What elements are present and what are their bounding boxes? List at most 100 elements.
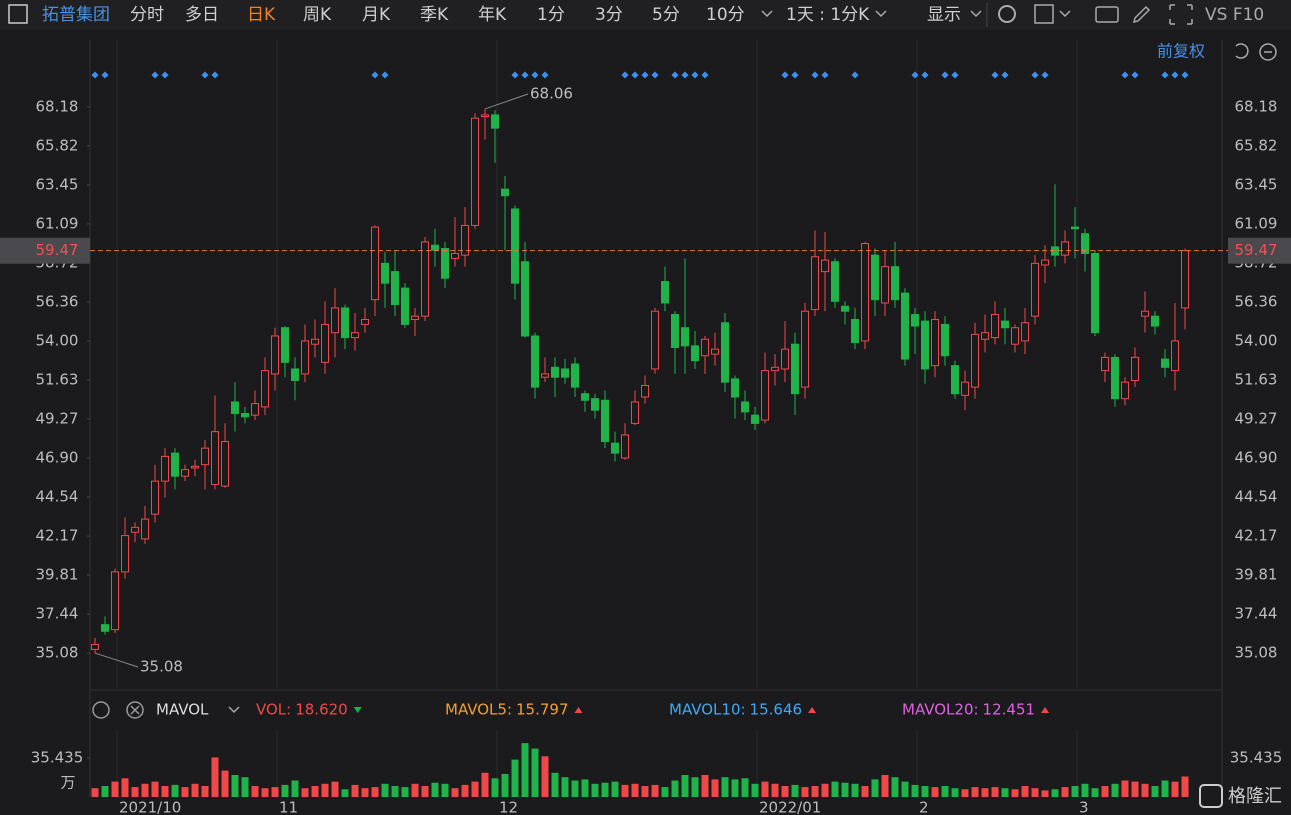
event-marker[interactable] <box>691 71 699 79</box>
y-tick-label: 44.54 <box>36 487 79 505</box>
volume-bar <box>91 788 99 797</box>
event-marker[interactable] <box>631 71 639 79</box>
event-marker[interactable] <box>621 71 629 79</box>
stock-name[interactable]: 拓普集团 <box>42 5 110 25</box>
volume-bar <box>901 781 909 797</box>
candle-body <box>671 314 679 349</box>
candle-body <box>1071 226 1079 230</box>
x-tick-label: 2022/01 <box>759 799 821 815</box>
last-price-box-right <box>1228 237 1291 264</box>
tab[interactable]: 年K <box>478 5 507 25</box>
candle-body <box>581 393 589 401</box>
event-marker[interactable] <box>521 71 529 79</box>
event-marker[interactable] <box>531 71 539 79</box>
event-marker[interactable] <box>781 71 789 79</box>
volume-bar <box>611 781 619 797</box>
event-marker[interactable] <box>651 71 659 79</box>
vs-f10[interactable]: VS F10 <box>1205 5 1264 25</box>
event-marker[interactable] <box>161 71 169 79</box>
event-marker[interactable] <box>511 71 519 79</box>
fullscreen-icon[interactable] <box>1169 4 1193 25</box>
candle-body <box>1091 252 1099 334</box>
candle-body <box>731 378 739 398</box>
volume-bar <box>211 757 219 797</box>
indicator-name[interactable]: MAVOL <box>156 701 209 719</box>
indicator-close[interactable] <box>126 701 144 719</box>
event-marker[interactable] <box>701 71 709 79</box>
tab[interactable]: 季K <box>420 5 449 25</box>
event-marker[interactable] <box>941 71 949 79</box>
menu-icon[interactable] <box>8 4 28 24</box>
candle-body <box>641 384 649 398</box>
volume-bar <box>511 759 519 797</box>
volume-bar <box>981 788 989 797</box>
tab[interactable]: 3分 <box>595 5 623 25</box>
y-tick-label-right: 39.81 <box>1235 566 1278 584</box>
display-menu[interactable]: 显示 <box>927 5 961 25</box>
candle-body <box>851 318 859 344</box>
candle-body <box>341 307 349 339</box>
period-select[interactable]: 1天 : 1分K <box>786 5 870 25</box>
volume-bar <box>171 784 179 797</box>
y-tick-label-right: 54.00 <box>1235 331 1278 349</box>
event-marker[interactable] <box>541 71 549 79</box>
candle-body <box>551 366 559 378</box>
settings-icon[interactable] <box>998 5 1016 23</box>
y-tick-label-right: 37.44 <box>1235 605 1278 623</box>
close-x <box>130 705 140 715</box>
event-marker[interactable] <box>641 71 649 79</box>
event-marker[interactable] <box>381 71 389 79</box>
volume-bar <box>1151 785 1159 797</box>
candle-body <box>431 244 439 251</box>
event-marker[interactable] <box>821 71 829 79</box>
event-marker[interactable] <box>911 71 919 79</box>
camera-icon[interactable] <box>1095 6 1119 23</box>
event-marker[interactable] <box>921 71 929 79</box>
volume-bar <box>1141 783 1149 797</box>
event-marker[interactable] <box>151 71 159 79</box>
volume-bar <box>1111 783 1119 797</box>
event-marker[interactable] <box>1001 71 1009 79</box>
zoom-out[interactable] <box>1259 43 1277 61</box>
tab[interactable]: 日K <box>247 5 276 25</box>
tab[interactable]: 1分 <box>537 5 565 25</box>
candle-body <box>821 259 829 273</box>
event-marker[interactable] <box>101 71 109 79</box>
event-marker[interactable] <box>811 71 819 79</box>
volume-bar <box>1011 789 1019 797</box>
volume-tick-label-right: 35.435 <box>1230 749 1283 767</box>
volume-bar <box>781 785 789 797</box>
x-tick-label: 2 <box>919 799 929 815</box>
layout-icon[interactable] <box>1034 4 1054 24</box>
event-marker[interactable] <box>671 71 679 79</box>
tab[interactable]: 月K <box>362 5 391 25</box>
tab[interactable]: 10分 <box>706 5 745 25</box>
event-marker[interactable] <box>201 71 209 79</box>
candle-body <box>981 332 989 340</box>
event-marker[interactable] <box>791 71 799 79</box>
candle-body <box>251 403 259 416</box>
tab[interactable]: 多日 <box>185 5 219 25</box>
watermark: 格隆汇 <box>1228 786 1282 807</box>
volume-bar <box>141 783 149 797</box>
tab[interactable]: 5分 <box>652 5 680 25</box>
reset-icon[interactable] <box>1235 43 1249 59</box>
indicator-settings[interactable] <box>92 701 110 719</box>
candle-body <box>881 266 889 304</box>
legend-value: 15.797 <box>516 701 569 719</box>
event-marker[interactable] <box>951 71 959 79</box>
event-marker[interactable] <box>211 71 219 79</box>
adjust-mode[interactable]: 前复权 <box>1157 42 1205 61</box>
volume-bar <box>991 787 999 797</box>
tab[interactable]: 分时 <box>130 5 164 25</box>
event-marker[interactable] <box>851 71 859 79</box>
volume-bar <box>701 774 709 797</box>
event-marker[interactable] <box>371 71 379 79</box>
volume-bar <box>201 785 209 797</box>
event-marker[interactable] <box>991 71 999 79</box>
tab[interactable]: 周K <box>303 5 332 25</box>
event-marker[interactable] <box>681 71 689 79</box>
pen-icon[interactable] <box>1132 5 1151 24</box>
event-marker[interactable] <box>91 71 99 79</box>
